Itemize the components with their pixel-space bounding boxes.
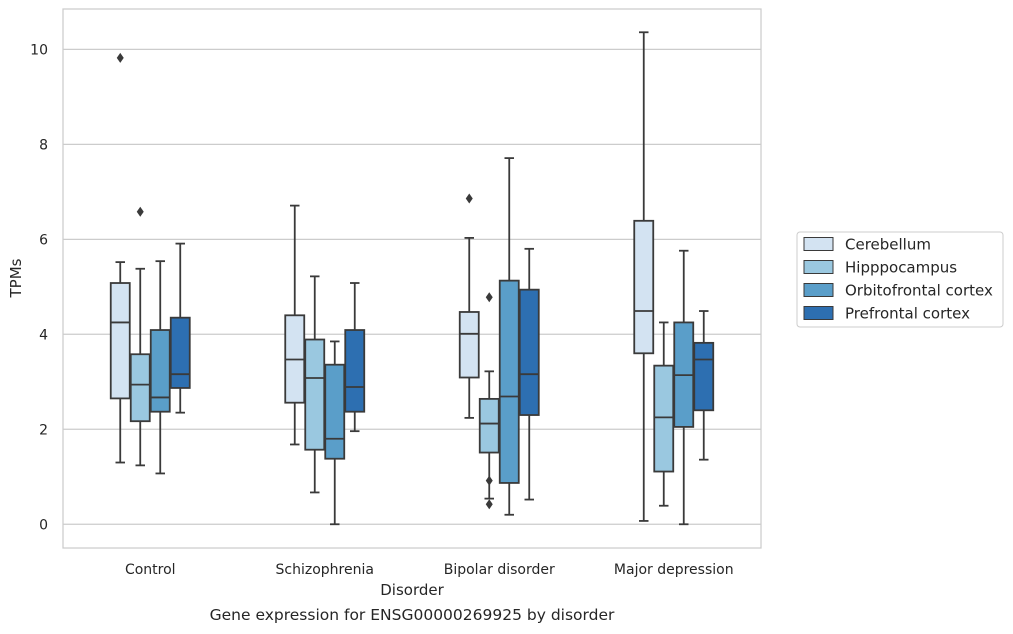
legend-swatch [803, 306, 834, 320]
box-element [344, 282, 366, 433]
x-tick-labels: Control Schizophrenia Bipolar disorder Majo… [125, 562, 734, 578]
legend-frame [796, 231, 1004, 328]
y-tick-label: 4 [39, 327, 48, 343]
box-iqr [324, 363, 346, 460]
box-element [498, 157, 520, 516]
box-element [109, 52, 131, 464]
outlier-point [136, 206, 144, 217]
box-element [518, 247, 540, 501]
x-tick-label: Control [125, 562, 176, 578]
y-tick-label: 0 [39, 517, 48, 533]
box-element [304, 275, 326, 494]
box-iqr [633, 219, 655, 355]
box-element [458, 193, 480, 419]
box-element [633, 31, 655, 522]
y-tick-labels: 0 2 4 6 8 10 [30, 42, 48, 533]
box-element [284, 204, 306, 446]
box-iqr [129, 353, 151, 423]
box-element [169, 242, 191, 414]
outlier-point [485, 292, 493, 303]
legend-label: Cerebellum [845, 236, 931, 254]
legend-label: Hipppocampus [845, 259, 957, 277]
figure-caption: Gene expression for ENSG00000269925 by d… [209, 606, 615, 624]
box-element [693, 310, 715, 461]
legend-swatch [803, 260, 834, 274]
box-iqr [693, 341, 715, 412]
box-element [653, 321, 675, 507]
box-series [109, 31, 715, 526]
outlier-point [116, 52, 124, 63]
box-iqr [304, 338, 326, 451]
box-iqr [344, 329, 366, 413]
y-tick-label: 6 [39, 232, 48, 248]
x-tick-label: Major depression [614, 562, 734, 578]
x-tick-label: Schizophrenia [276, 562, 374, 578]
legend-swatch [803, 283, 834, 297]
box-element [149, 260, 171, 475]
legend-label: Prefrontal cortex [845, 305, 970, 323]
y-tick-label: 8 [39, 137, 48, 153]
box-iqr [653, 364, 675, 473]
box-iqr [498, 279, 520, 484]
legend: Cerebellum Hipppocampus Orbitofrontal cort… [796, 231, 1004, 328]
outlier-point [465, 193, 473, 204]
box-iqr [518, 288, 540, 416]
y-tick-label: 10 [30, 42, 48, 58]
box-iqr [169, 316, 191, 389]
outlier-point [485, 499, 493, 510]
box-iqr [149, 329, 171, 413]
box-iqr [478, 397, 500, 454]
box-iqr [109, 282, 131, 400]
box-element [478, 292, 500, 510]
x-axis-label: Disorder [380, 581, 444, 599]
legend-label: Orbitofrontal cortex [845, 282, 993, 300]
box-iqr [458, 311, 480, 379]
box-element [673, 249, 695, 526]
outlier-point [485, 475, 493, 486]
plot-frame [62, 8, 762, 549]
y-axis-label: TPMs [7, 258, 25, 298]
x-tick-label: Bipolar disorder [444, 562, 555, 578]
legend-swatch [803, 237, 834, 251]
box-element [129, 206, 151, 467]
y-tick-label: 2 [39, 422, 48, 438]
box-element [324, 340, 346, 526]
